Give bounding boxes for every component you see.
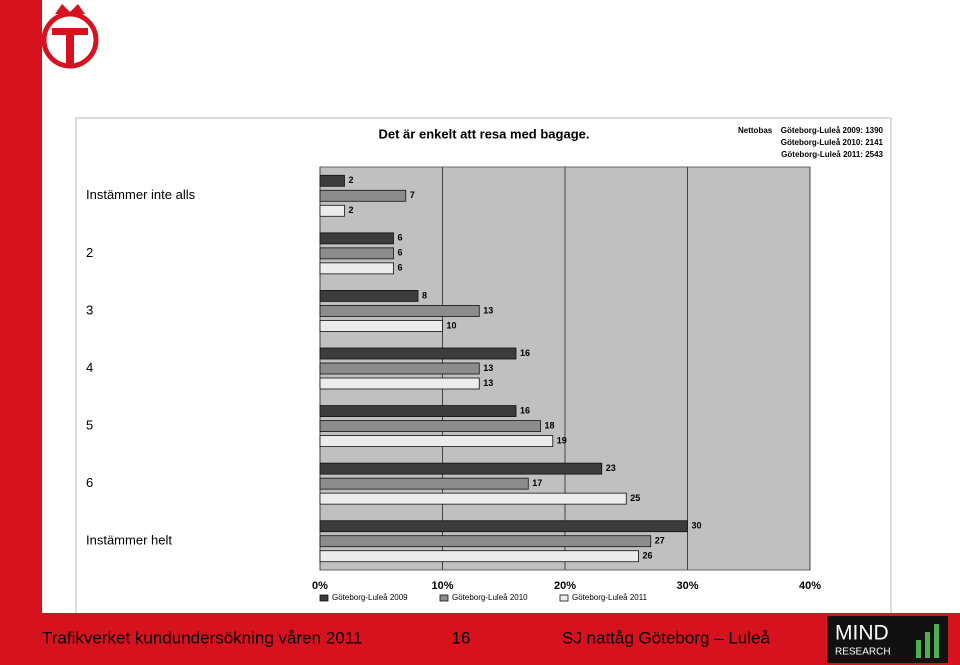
bar xyxy=(319,462,603,475)
y-tick-label: 4 xyxy=(86,360,93,375)
legend-swatch xyxy=(559,594,569,602)
bar xyxy=(319,520,688,533)
bar xyxy=(319,174,345,187)
legend-swatch xyxy=(439,594,449,602)
value-label: 16 xyxy=(520,348,530,358)
mind-logo: MIND RESEARCH xyxy=(827,616,948,663)
value-label: 6 xyxy=(398,248,403,258)
bar xyxy=(319,262,394,275)
legend-label: Göteborg-Luleå 2011 xyxy=(572,593,648,602)
base-line: Göteborg-Luleå 2009: 1390 xyxy=(781,126,884,135)
value-label: 23 xyxy=(606,463,616,473)
y-tick-label: Instämmer helt xyxy=(86,533,172,548)
bar xyxy=(319,290,419,302)
legend-label: Göteborg-Luleå 2009 xyxy=(332,593,408,602)
logo-top: MIND xyxy=(835,622,889,645)
footer-left: Trafikverket kundundersökning våren 2011 xyxy=(42,628,362,647)
side-band xyxy=(0,0,42,665)
value-label: 13 xyxy=(483,305,493,315)
value-label: 8 xyxy=(422,290,427,300)
page-number: 16 xyxy=(452,628,471,647)
y-tick-label: 3 xyxy=(86,302,93,317)
footer-right: SJ nattåg Göteborg – Luleå xyxy=(562,628,770,647)
value-label: 16 xyxy=(520,405,530,415)
x-tick-label: 20% xyxy=(554,580,576,592)
bar xyxy=(319,320,443,332)
value-label: 2 xyxy=(349,205,354,215)
value-label: 13 xyxy=(483,363,493,373)
legend-swatch xyxy=(319,594,329,602)
base-label: Nettobas xyxy=(738,126,773,135)
bar xyxy=(319,305,480,317)
bar xyxy=(319,189,407,202)
legend-label: Göteborg-Luleå 2010 xyxy=(452,593,528,602)
value-label: 6 xyxy=(398,233,403,243)
bar xyxy=(319,405,517,417)
chart-title: Det är enkelt att resa med bagage. xyxy=(379,126,590,141)
y-tick-label: 5 xyxy=(86,418,93,433)
value-label: 30 xyxy=(692,521,702,531)
value-label: 7 xyxy=(410,190,415,200)
bar xyxy=(319,435,554,447)
bar xyxy=(319,247,394,260)
bar xyxy=(319,535,652,548)
value-label: 25 xyxy=(630,493,640,503)
value-label: 18 xyxy=(545,420,555,430)
bar xyxy=(319,550,639,563)
footer-band xyxy=(0,613,960,665)
logo-bottom: RESEARCH xyxy=(835,647,891,658)
bar xyxy=(319,477,529,490)
bar xyxy=(319,347,517,360)
x-tick-label: 0% xyxy=(312,580,328,592)
bar xyxy=(319,377,480,390)
bar xyxy=(319,204,345,217)
bar xyxy=(319,362,480,375)
value-label: 17 xyxy=(532,478,542,488)
base-line: Göteborg-Luleå 2010: 2141 xyxy=(781,138,884,147)
bar xyxy=(319,232,394,245)
x-tick-label: 30% xyxy=(676,580,698,592)
y-tick-label: 6 xyxy=(86,475,93,490)
value-label: 19 xyxy=(557,435,567,445)
value-label: 6 xyxy=(398,263,403,273)
x-tick-label: 10% xyxy=(431,580,453,592)
y-tick-label: 2 xyxy=(86,245,93,260)
crest-logo xyxy=(41,4,99,69)
bar xyxy=(319,420,541,432)
value-label: 2 xyxy=(349,175,354,185)
value-label: 13 xyxy=(483,378,493,388)
y-tick-label: Instämmer inte alls xyxy=(86,187,196,202)
base-line: Göteborg-Luleå 2011: 2543 xyxy=(781,150,883,159)
bar xyxy=(319,492,627,505)
value-label: 27 xyxy=(655,536,665,546)
value-label: 10 xyxy=(447,320,457,330)
value-label: 26 xyxy=(643,551,653,561)
x-tick-label: 40% xyxy=(799,580,821,592)
